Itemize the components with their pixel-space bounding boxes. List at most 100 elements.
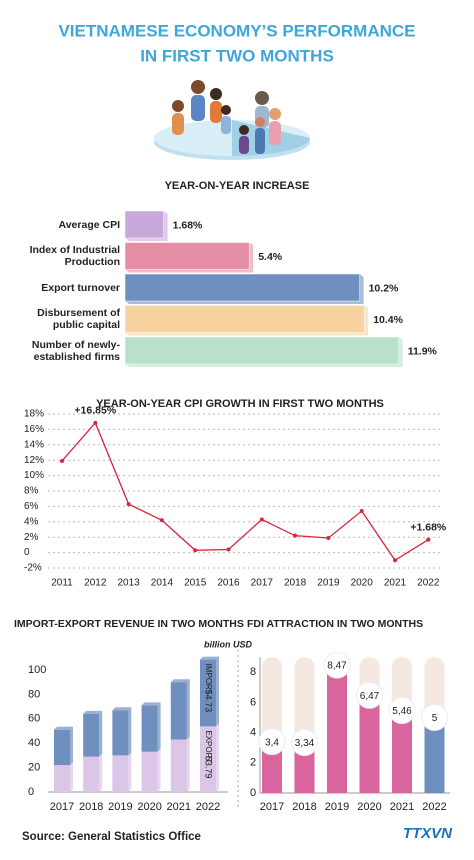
value-label: +1.68% — [410, 521, 447, 533]
bar-top — [200, 656, 219, 660]
x-tick-label: 2018 — [284, 578, 307, 589]
category-label: Disbursement of public capital — [37, 307, 120, 331]
bar — [54, 729, 70, 766]
bar — [112, 755, 129, 792]
bar-depth — [128, 707, 132, 756]
point — [60, 458, 64, 463]
bar-depth — [216, 723, 219, 792]
x-tick-label: 2013 — [117, 578, 140, 589]
point — [259, 517, 264, 522]
x-tick-label: 2022 — [196, 801, 220, 813]
y-tick-label: -2% — [24, 563, 42, 574]
y-tick-label: 10% — [24, 470, 44, 481]
value-label: 5,46 — [392, 706, 412, 717]
y-tick-label: 0 — [28, 786, 34, 798]
bar — [262, 741, 282, 793]
category-label: Number of newly-established firms — [31, 338, 120, 363]
x-tick-label: 2022 — [422, 801, 446, 813]
bar — [83, 756, 100, 792]
bar-depth — [157, 748, 161, 792]
chart-title: FDI ATTRACTION IN TWO MONTHS — [247, 618, 423, 630]
bar — [124, 273, 360, 302]
category-label: Average CPI — [58, 218, 120, 231]
value-label: 3,34 — [295, 738, 315, 749]
bar-depth — [128, 752, 132, 792]
x-tick-label: 2011 — [51, 578, 73, 589]
bar-top — [54, 726, 73, 730]
point — [426, 537, 431, 542]
bar — [141, 751, 158, 792]
x-tick-label: 2012 — [84, 578, 107, 589]
bar — [54, 765, 70, 792]
chart-title: YEAR-ON-YEAR INCREASE — [165, 180, 310, 192]
y-tick-label: 18% — [24, 409, 44, 420]
bar — [112, 710, 129, 756]
bar — [141, 705, 158, 752]
category-label: Index of Industrial Production — [29, 244, 120, 268]
point — [93, 420, 98, 425]
x-tick-label: 2016 — [217, 578, 240, 589]
bar-depth — [70, 762, 73, 792]
point — [226, 547, 231, 552]
bar-top — [141, 702, 161, 706]
source: Source: General Statistics Office — [22, 831, 201, 843]
label-circle — [258, 728, 286, 756]
value-label: 8,47 — [327, 661, 347, 672]
x-tick-label: 2022 — [417, 578, 440, 589]
x-tick-label: 2017 — [260, 801, 284, 813]
bar — [124, 305, 365, 333]
bar-top — [83, 710, 103, 714]
y-tick-label: 100 — [28, 664, 46, 676]
value-label: +16.85% — [74, 405, 116, 417]
y-tick-label: 6 — [250, 696, 256, 708]
y-tick-label: 80 — [28, 688, 40, 700]
value-label: 11.9% — [408, 345, 438, 357]
bar-depth — [70, 726, 73, 766]
line — [61, 421, 429, 562]
label-circle — [291, 729, 318, 757]
point — [326, 535, 331, 540]
point — [193, 548, 198, 553]
value-label: 6,47 — [360, 691, 380, 702]
x-tick-label: 2020 — [351, 578, 374, 589]
category-label: Export turnover — [41, 281, 120, 294]
label-circle — [323, 651, 351, 679]
bar-depth — [157, 702, 161, 752]
page-title: VIETNAMESE ECONOMY’S PERFORMANCE — [58, 21, 415, 40]
point — [293, 533, 298, 538]
bar — [170, 739, 187, 792]
value-label: 10.4% — [373, 314, 403, 326]
bar — [392, 710, 412, 793]
bar — [424, 717, 445, 793]
bar — [200, 659, 216, 727]
bar — [327, 665, 347, 793]
illustration — [154, 80, 310, 160]
bar-depth — [186, 679, 190, 740]
label-circle — [356, 681, 383, 709]
chart-title: IMPORT-EXPORT REVENUE IN TWO MONTHS — [14, 618, 244, 630]
value-label: 3,4 — [265, 737, 279, 748]
bar — [170, 682, 187, 740]
y-tick-label: 12% — [24, 455, 44, 466]
logo: TTXVN — [403, 825, 453, 842]
label-circle — [421, 704, 448, 731]
x-tick-label: 2020 — [137, 801, 161, 813]
y-tick-label: 60 — [28, 713, 40, 725]
unit: billion USD — [204, 639, 252, 649]
page-title: IN FIRST TWO MONTHS — [140, 46, 334, 65]
y-tick-label: 2 — [250, 757, 256, 769]
value-label: 10.2% — [369, 282, 399, 294]
y-tick-label: 20 — [28, 762, 40, 774]
bar-top — [170, 679, 190, 683]
bar — [124, 210, 164, 239]
bar-depth — [216, 656, 219, 727]
x-tick-label: 2018 — [292, 801, 316, 813]
x-tick-label: 2017 — [251, 578, 274, 589]
bar — [124, 336, 399, 365]
y-tick-label: 40 — [28, 737, 40, 749]
point — [126, 502, 131, 507]
x-tick-label: 2019 — [108, 801, 132, 813]
x-tick-label: 2021 — [390, 801, 414, 813]
